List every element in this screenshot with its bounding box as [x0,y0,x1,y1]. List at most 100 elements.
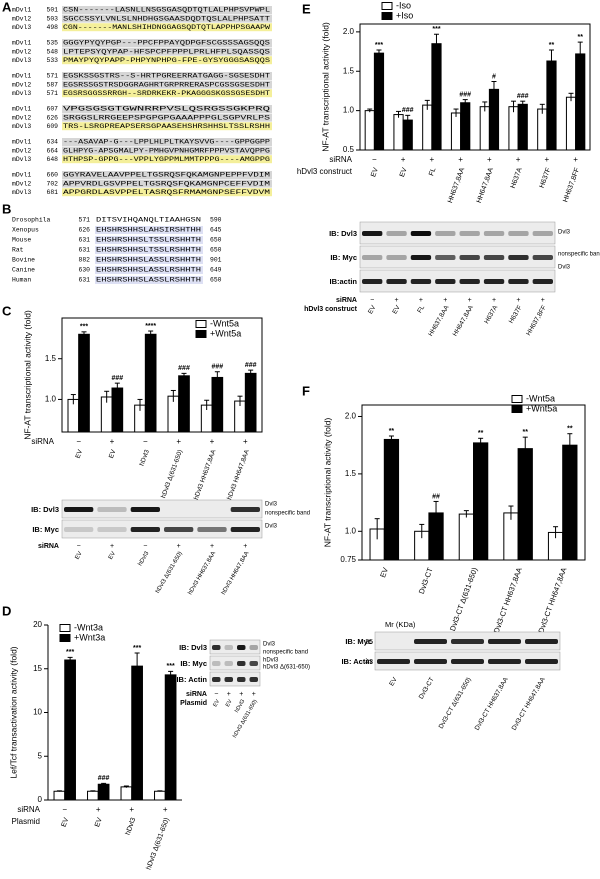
sequence-end: 645 [210,227,222,234]
sequence-name: mDvl2 [12,114,31,121]
band-label: Dvl3 [265,524,278,530]
sequence-start: 503 [46,15,58,22]
band [414,659,447,664]
lane-label: hDvl3 [138,550,151,567]
sequence: DITSVIHQANQLTIAAHGSN [96,217,201,224]
band [197,527,227,532]
row-value: + [210,437,215,446]
sequence-start: 609 [46,123,58,130]
significance: ### [402,107,414,114]
sequence: EHSHRSHHSLTSSLRSHHTH [96,237,201,244]
sequence: HTHPSP-GPPG---VPPLYGPPMLMMTPPPG----AMGPP… [63,156,270,163]
bar [458,513,474,561]
x-tick-label: Dvl3-CT HH647,8AA [536,566,568,634]
legend-label: +Wnt5a [526,403,557,413]
y-tick-label: 1.0 [345,526,357,535]
band-label: nonspecific bands [558,252,600,258]
y-tick-label: 1.0 [45,395,57,404]
x-tick-label: EV [399,167,409,178]
row-value: + [487,155,492,164]
sirna-sign: + [243,543,247,550]
sequence-start: 882 [78,257,90,264]
plot-frame [359,23,591,151]
bar [164,674,177,801]
sirna-sign: − [370,297,374,304]
bar [64,659,76,801]
x-tick-label: HH637,8FF [562,167,581,203]
bar [450,112,462,151]
species: Rat [12,247,24,254]
blot-row-label: siRNA [336,297,357,304]
species: Canine [12,267,35,274]
sequence: LPTEPSYQYPAP-HFSPCPFPPPLPRLHFPLSQASSQS [63,48,270,55]
sequence-bg [62,171,272,179]
sequence-start: 630 [78,267,90,274]
legend-label: +Wnt5a [210,328,241,338]
sequence-name: mDvl3 [12,189,31,196]
blot-strip [209,655,261,671]
band [386,255,407,260]
category-row-label: hDvl3 construct [297,167,353,176]
row-label: siRNA [31,437,54,446]
bar [178,375,190,433]
band [230,527,260,532]
band-label: Dvl3 [558,230,571,236]
sirna-sign: + [468,297,472,304]
x-tick-label: hDvl3 HH647,8AA [226,448,251,501]
sequence-end: 650 [210,277,222,284]
band [532,279,553,284]
blot-strip [359,221,556,245]
bar [488,88,500,151]
sequence-bg [62,155,272,164]
blot-strip [359,245,556,269]
sequence: PMAYPYQYPAPP-PHPYNPHPG-FPE-GYSYGGGSASQQS [63,57,270,64]
sequence-name: mDvl1 [12,7,31,14]
bar [517,103,528,151]
band [212,645,221,650]
sequence-bg [62,188,272,197]
band [508,231,529,236]
band [459,255,480,260]
sequence-bg [95,246,203,254]
sequence-start: 626 [78,227,90,234]
band-label: hDvl3 [263,658,279,664]
legend-label: +Iso [396,10,413,20]
band [249,661,258,666]
x-tick-label: HH647,8AA [476,167,495,204]
sequence: APPVRDLGSVPPELTGSRQSFQKAMGNPCEFFVDIM [63,180,270,187]
sequence-bg [62,113,272,122]
x-tick-label: hDvl3 Δ(631-650) [160,449,184,499]
lane-label: hDvl3 [234,699,246,714]
lane-label: HH647,8AA [452,304,476,338]
significance: *** [66,649,74,656]
sequence-bg [95,266,203,274]
sequence-name: mDvl3 [12,57,31,64]
lane-label: EV [225,698,234,708]
band [237,661,246,666]
band [451,659,484,664]
bar [517,448,533,561]
sequence-end: 901 [210,257,222,264]
sequence-start: 631 [78,277,90,284]
sequence: GGGYPYQYPGP---PPCFPPAYQDPGFSCGSSSAGSQQS [63,40,270,47]
y-tick-label: 20 [33,620,42,629]
significance: ** [478,430,484,437]
lane-label: EV [108,551,117,561]
legend-label: -Wnt3a [74,622,103,632]
legend-swatch [511,405,523,413]
panel-label: A [2,0,12,14]
band [410,231,432,236]
lane-label: Dvl3-CT Δ(631-650) [438,676,473,730]
band [525,659,558,664]
sequence-name: mDvl3 [12,156,31,163]
significance: ### [517,93,529,100]
row-value: + [430,155,435,164]
row-value: + [96,805,101,814]
mw-marker: 43 [365,659,373,666]
significance: *** [375,42,383,49]
band [410,255,432,260]
lane-label: Dvl3-CT HH637,8AA [474,676,510,732]
band [488,639,521,644]
x-tick-label: EV [378,566,390,578]
row-value: − [372,155,377,164]
